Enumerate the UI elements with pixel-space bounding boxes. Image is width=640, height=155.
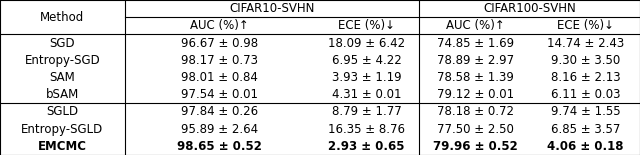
- Text: 78.18 ± 0.72: 78.18 ± 0.72: [436, 105, 514, 118]
- Text: AUC (%)↑: AUC (%)↑: [446, 19, 504, 32]
- Text: 8.16 ± 2.13: 8.16 ± 2.13: [551, 71, 620, 84]
- Text: 98.17 ± 0.73: 98.17 ± 0.73: [180, 54, 258, 67]
- Text: 77.50 ± 2.50: 77.50 ± 2.50: [436, 123, 514, 136]
- Text: Entropy-SGD: Entropy-SGD: [24, 54, 100, 67]
- Text: 14.74 ± 2.43: 14.74 ± 2.43: [547, 37, 624, 50]
- Text: Entropy-SGLD: Entropy-SGLD: [21, 123, 104, 136]
- Text: 98.01 ± 0.84: 98.01 ± 0.84: [180, 71, 258, 84]
- Text: CIFAR100-SVHN: CIFAR100-SVHN: [483, 2, 576, 15]
- Text: 79.96 ± 0.52: 79.96 ± 0.52: [433, 140, 518, 153]
- Text: Method: Method: [40, 11, 84, 24]
- Text: 97.54 ± 0.01: 97.54 ± 0.01: [180, 88, 258, 101]
- Text: 4.31 ± 0.01: 4.31 ± 0.01: [332, 88, 401, 101]
- Text: SAM: SAM: [49, 71, 76, 84]
- Text: 78.58 ± 1.39: 78.58 ± 1.39: [436, 71, 514, 84]
- Text: ECE (%)↓: ECE (%)↓: [338, 19, 395, 32]
- Text: AUC (%)↑: AUC (%)↑: [190, 19, 248, 32]
- Text: 18.09 ± 6.42: 18.09 ± 6.42: [328, 37, 405, 50]
- Text: 3.93 ± 1.19: 3.93 ± 1.19: [332, 71, 401, 84]
- Text: 6.85 ± 3.57: 6.85 ± 3.57: [551, 123, 620, 136]
- Text: SGD: SGD: [49, 37, 76, 50]
- Text: bSAM: bSAM: [46, 88, 79, 101]
- Text: 97.84 ± 0.26: 97.84 ± 0.26: [180, 105, 258, 118]
- Text: 9.30 ± 3.50: 9.30 ± 3.50: [551, 54, 620, 67]
- Text: SGLD: SGLD: [46, 105, 79, 118]
- Text: 98.65 ± 0.52: 98.65 ± 0.52: [177, 140, 262, 153]
- Text: 78.89 ± 2.97: 78.89 ± 2.97: [436, 54, 514, 67]
- Text: ECE (%)↓: ECE (%)↓: [557, 19, 614, 32]
- Text: 16.35 ± 8.76: 16.35 ± 8.76: [328, 123, 405, 136]
- Text: 2.93 ± 0.65: 2.93 ± 0.65: [328, 140, 404, 153]
- Text: CIFAR10-SVHN: CIFAR10-SVHN: [229, 2, 315, 15]
- Text: 6.95 ± 4.22: 6.95 ± 4.22: [332, 54, 401, 67]
- Text: 95.89 ± 2.64: 95.89 ± 2.64: [180, 123, 258, 136]
- Text: 9.74 ± 1.55: 9.74 ± 1.55: [551, 105, 620, 118]
- Text: 96.67 ± 0.98: 96.67 ± 0.98: [180, 37, 258, 50]
- Text: 6.11 ± 0.03: 6.11 ± 0.03: [551, 88, 620, 101]
- Text: 79.12 ± 0.01: 79.12 ± 0.01: [436, 88, 514, 101]
- Text: EMCMC: EMCMC: [38, 140, 87, 153]
- Text: 8.79 ± 1.77: 8.79 ± 1.77: [332, 105, 401, 118]
- Text: 74.85 ± 1.69: 74.85 ± 1.69: [436, 37, 514, 50]
- Text: 4.06 ± 0.18: 4.06 ± 0.18: [547, 140, 624, 153]
